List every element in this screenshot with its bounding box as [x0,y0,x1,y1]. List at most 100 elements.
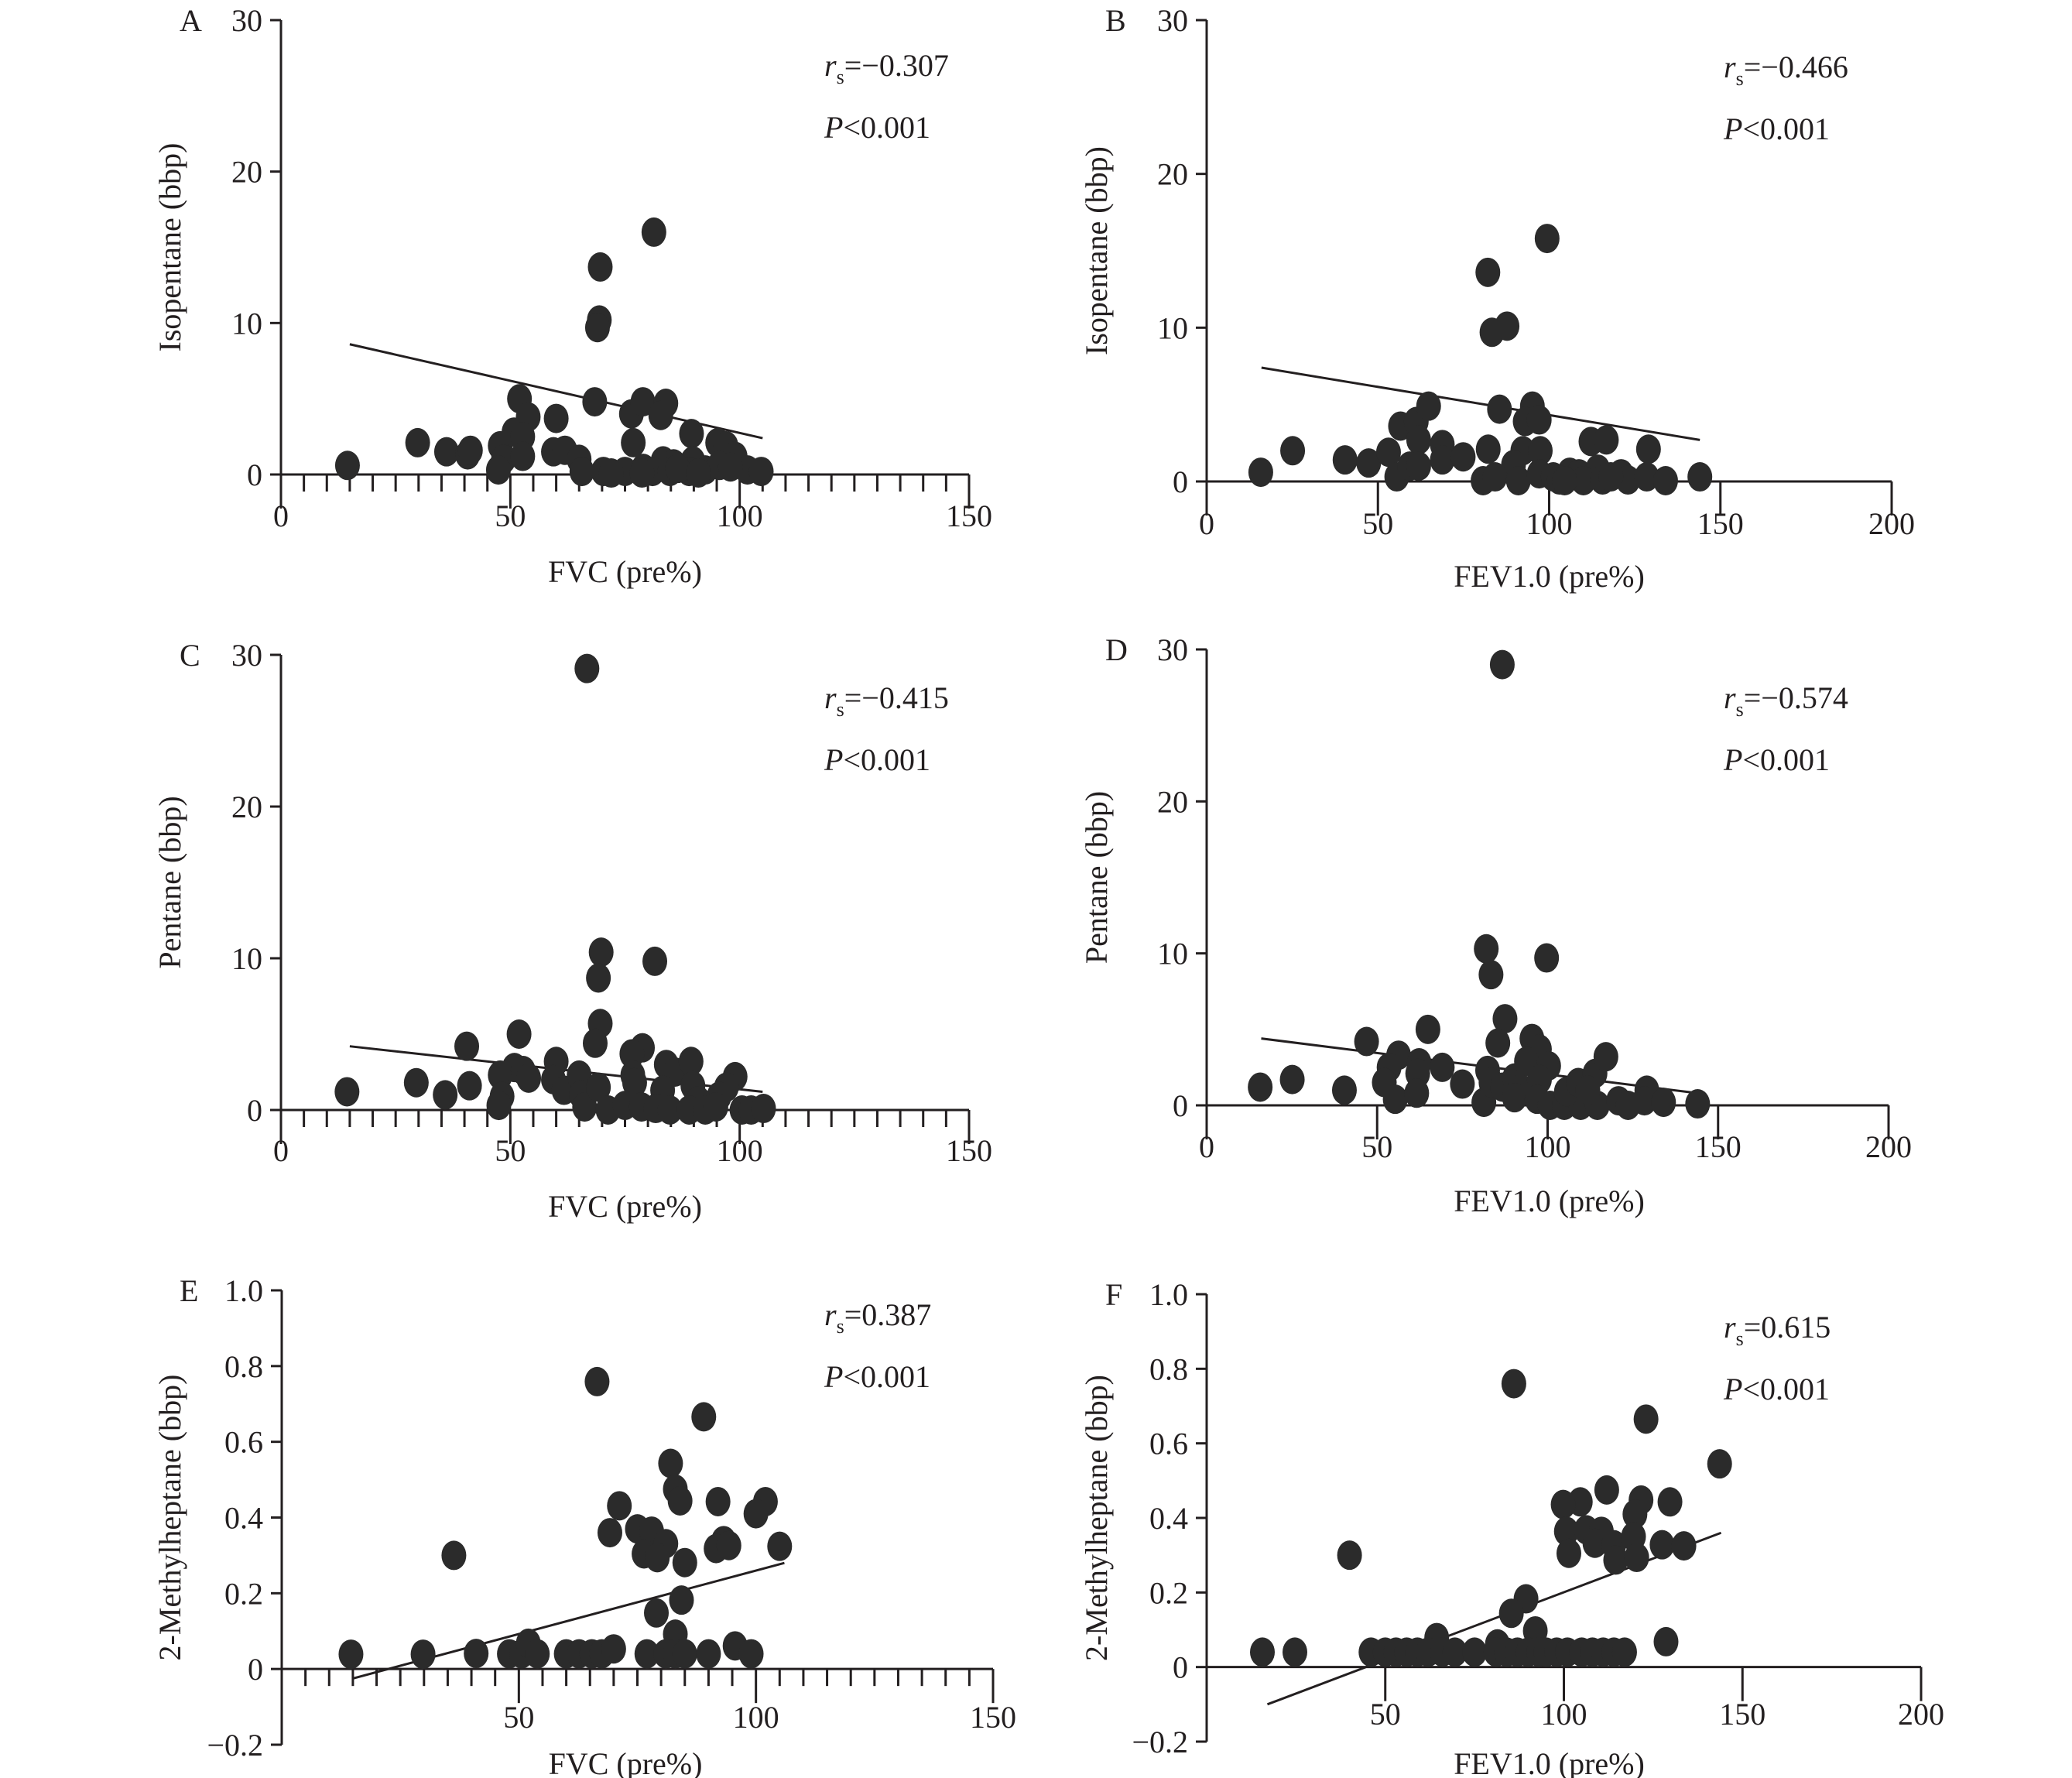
data-point [1406,425,1431,455]
rs-symbol: r [824,680,837,715]
data-point [1633,1404,1659,1434]
y-tick-label: −0.2 [207,1728,263,1763]
panel-letter: E [180,1273,198,1308]
data-point [665,454,690,484]
data-point [1598,462,1624,492]
data-point [1356,448,1382,478]
data-point [1485,1028,1511,1058]
data-point [686,458,711,488]
data-point [622,1067,647,1098]
data-point [1331,1075,1357,1105]
data-point [678,1047,704,1077]
rs-symbol: r [1724,1310,1736,1345]
data-point [582,1028,608,1058]
data-point [669,1585,694,1615]
rs-subscript: s [1736,698,1744,721]
data-point [1634,462,1659,492]
data-point [658,1448,683,1478]
data-point [751,1094,776,1124]
data-point [1474,934,1499,964]
p-symbol: P [824,742,843,777]
data-point [1671,1531,1697,1561]
y-tick-label: 0 [1173,1650,1188,1685]
x-tick-label: 0 [1199,1129,1214,1164]
data-point [506,1019,532,1049]
data-point [767,1531,793,1561]
data-point [1249,1637,1275,1667]
data-point [619,1039,645,1069]
rs-subscript: s [1736,1328,1744,1350]
x-tick-label: 100 [1525,1129,1571,1164]
y-tick-label: 0.8 [224,1349,263,1384]
data-point [1653,1626,1679,1656]
rs-annotation: rs=0.615 [1724,1310,1831,1350]
data-point [1624,1543,1649,1573]
y-tick-label: 0.6 [224,1425,263,1460]
x-tick-label: 200 [1868,506,1915,541]
data-point [630,387,656,417]
rs-value: =0.615 [1744,1310,1831,1345]
rs-subscript: s [837,698,844,721]
data-point [1550,1489,1576,1519]
data-point [457,1071,482,1101]
data-point [405,427,430,457]
data-point [657,1095,683,1125]
y-tick-label: 0.4 [224,1501,263,1536]
p-value: <0.001 [843,1359,930,1394]
x-tick-label: 100 [733,1700,779,1735]
x-tick-label: 150 [1695,1129,1742,1164]
data-point [486,1091,512,1121]
x-tick-label: 200 [1898,1697,1944,1732]
data-point [1462,1637,1488,1667]
y-tick-label: 30 [1157,3,1188,38]
data-point [1685,1089,1711,1119]
data-point [1495,311,1520,341]
rs-symbol: r [824,1297,837,1332]
data-point [410,1639,436,1670]
rs-annotation: rs=−0.466 [1724,50,1848,90]
y-tick-label: 20 [231,155,262,190]
y-tick-label: 0.2 [224,1576,263,1611]
x-tick-label: 150 [1697,506,1744,541]
x-tick-label: 0 [273,1133,289,1168]
data-point [1534,224,1560,254]
p-annotation: P<0.001 [824,742,930,777]
data-point [1482,462,1508,492]
y-tick-label: 20 [1157,784,1188,819]
data-point [1282,1637,1307,1667]
x-axis-title: FEV1.0 (pre%) [1454,1746,1645,1778]
data-point [1611,1637,1637,1667]
panel-letter: C [180,638,200,673]
y-tick-label: 0.4 [1149,1501,1188,1536]
y-tick-label: 20 [231,790,262,824]
data-point [572,1092,598,1122]
data-point [1415,1014,1440,1044]
data-point [1632,1086,1657,1116]
data-point [586,963,611,993]
data-point [457,435,483,465]
y-axis-title: Pentane (bbp) [1079,791,1114,964]
data-point [1442,1637,1468,1667]
data-point [1478,960,1504,990]
x-tick-label: 0 [273,498,289,533]
data-point [1594,1475,1619,1505]
data-point [441,1540,467,1571]
p-symbol: P [824,1359,843,1394]
data-point [1652,466,1678,496]
x-tick-label: 50 [495,1133,526,1168]
data-point [1553,1516,1579,1547]
rs-annotation: rs=−0.574 [1724,680,1848,721]
data-point [716,1530,741,1560]
p-annotation: P<0.001 [1723,111,1830,146]
data-point [1404,1078,1430,1108]
p-symbol: P [1723,1372,1742,1406]
x-tick-label: 150 [1719,1697,1765,1732]
data-point [1622,1499,1648,1530]
data-point [1502,1083,1527,1113]
data-point [1354,1026,1379,1057]
y-tick-label: 0.8 [1149,1351,1188,1386]
data-point [1527,436,1553,466]
x-tick-label: 150 [946,1133,992,1168]
rs-value: =−0.307 [844,48,949,83]
